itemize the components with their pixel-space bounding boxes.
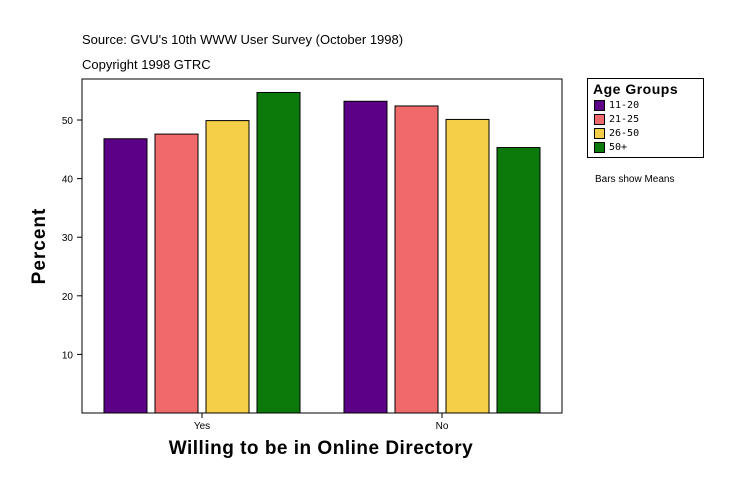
legend-swatch bbox=[594, 99, 605, 111]
legend-label: 50+ bbox=[609, 141, 628, 153]
legend-item-50-plus: 50+ bbox=[594, 141, 627, 153]
bar bbox=[103, 138, 148, 414]
legend-title: Age Groups bbox=[593, 81, 679, 97]
plot-frame bbox=[81, 78, 563, 414]
copyright-text: Copyright 1998 GTRC bbox=[82, 57, 211, 72]
y-tick-label: 10 bbox=[62, 350, 74, 361]
legend-swatch bbox=[594, 141, 605, 153]
bar bbox=[205, 120, 250, 414]
bar bbox=[154, 133, 199, 414]
bar bbox=[343, 100, 388, 414]
x-tick-label: No bbox=[436, 421, 449, 432]
bar bbox=[445, 118, 490, 414]
legend: Age Groups 11-20 21-25 26-50 50+ bbox=[587, 78, 704, 158]
y-tick-label: 40 bbox=[62, 175, 74, 186]
legend-item-11-20: 11-20 bbox=[594, 99, 639, 111]
y-tick-label: 50 bbox=[62, 116, 74, 127]
y-tick-label: 30 bbox=[62, 233, 74, 244]
y-axis-title: Percent bbox=[29, 207, 50, 285]
legend-label: 11-20 bbox=[609, 99, 640, 111]
bar bbox=[496, 147, 541, 414]
legend-swatch bbox=[594, 113, 605, 125]
x-tick-label: Yes bbox=[194, 421, 210, 432]
legend-label: 26-50 bbox=[609, 127, 640, 139]
legend-label: 21-25 bbox=[609, 113, 640, 125]
y-tick-label: 20 bbox=[62, 292, 74, 303]
bar bbox=[256, 91, 301, 414]
legend-swatch bbox=[594, 127, 605, 139]
x-axis-title: Willing to be in Online Directory bbox=[168, 438, 474, 459]
source-text: Source: GVU's 10th WWW User Survey (Octo… bbox=[82, 32, 404, 47]
bar bbox=[394, 105, 439, 414]
legend-item-26-50: 26-50 bbox=[594, 127, 639, 139]
legend-item-21-25: 21-25 bbox=[594, 113, 639, 125]
bars-show-means-note: Bars show Means bbox=[595, 174, 675, 185]
